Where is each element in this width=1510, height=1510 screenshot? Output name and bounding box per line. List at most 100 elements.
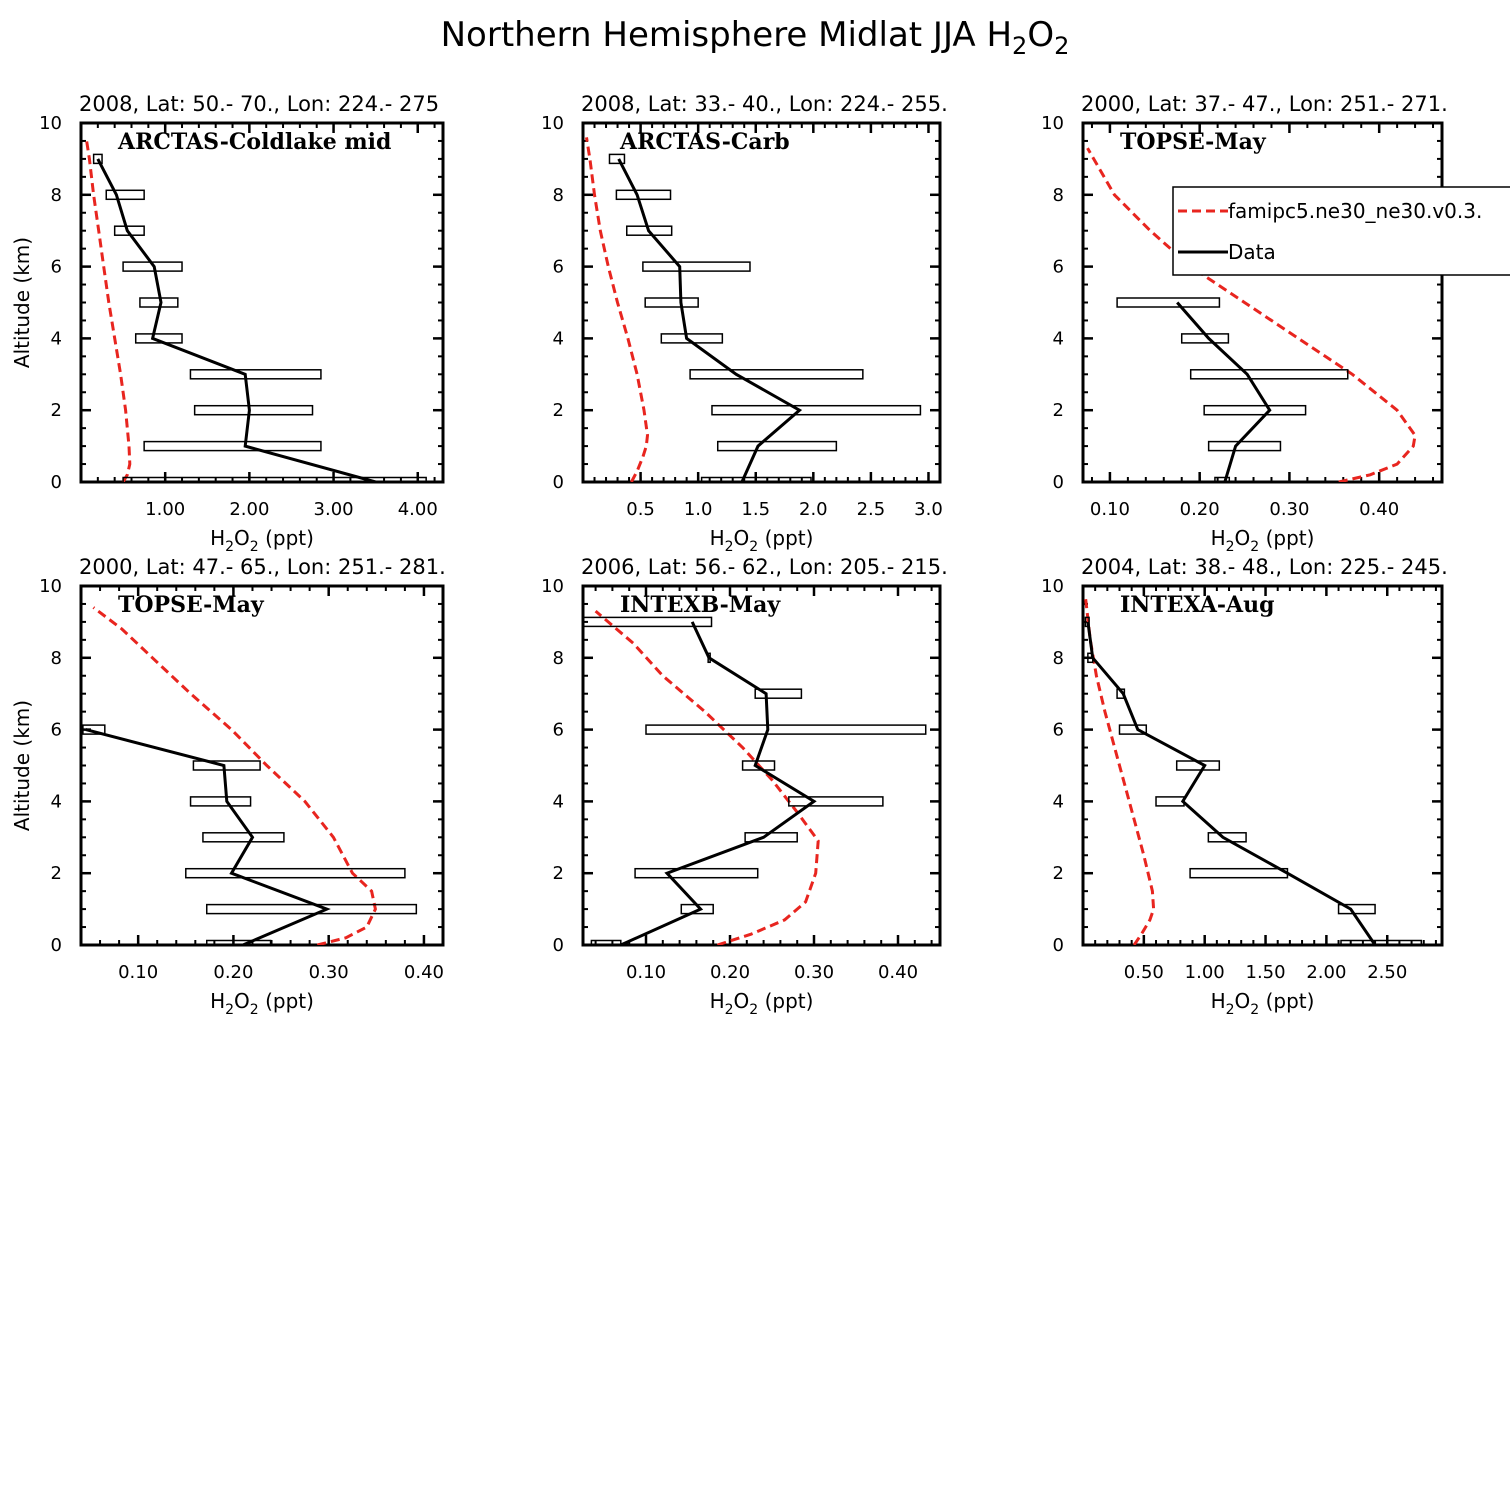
data-range-box	[615, 189, 672, 201]
x-axis-label-part: (ppt)	[259, 989, 314, 1013]
x-axis-label-part: 2	[225, 539, 234, 555]
figure-title-sub1: 2	[1012, 32, 1027, 60]
y-tick-label: 2	[1053, 400, 1064, 421]
figure-title: Northern Hemisphere Midlat JJA H2O2	[441, 15, 1070, 60]
x-axis-label-part: (ppt)	[1259, 526, 1314, 550]
x-axis-label-part: H	[1211, 989, 1226, 1013]
y-tick-label: 10	[541, 113, 564, 134]
panel-header: 2006, Lat: 56.- 62., Lon: 205.- 215.	[581, 555, 948, 579]
x-axis-label-part: 2	[250, 539, 259, 555]
x-axis-label-part: 2	[1226, 539, 1235, 555]
data-range-box	[711, 404, 922, 416]
data-range-box	[185, 867, 406, 879]
y-tick-label: 6	[1053, 720, 1064, 741]
x-axis-label-part: O	[234, 526, 250, 550]
data-range-box	[1155, 796, 1185, 807]
plot-area	[583, 609, 927, 945]
y-tick-label: 4	[1053, 791, 1064, 812]
chart-panel-2: 2008, Lat: 33.- 40., Lon: 224.- 255. 0 2 4 6…	[541, 92, 948, 555]
plot-frame	[1081, 584, 1444, 947]
y-tick-label: 8	[51, 648, 62, 669]
figure-title-main: Northern Hemisphere Midlat JJA H	[441, 15, 1012, 55]
data-series-line	[96, 158, 377, 482]
panel-header: 2008, Lat: 33.- 40., Lon: 224.- 255.	[581, 92, 948, 116]
y-tick-label: 0	[1053, 472, 1064, 493]
x-axis-label-part: O	[734, 989, 750, 1013]
plot-area	[585, 137, 922, 482]
x-axis-label-part: 2	[1226, 1002, 1235, 1018]
data-range-box	[1189, 369, 1349, 380]
y-tick-label: 8	[51, 185, 62, 206]
chart-panel-4: 2000, Lat: 47.- 65., Lon: 251.- 281. 0 2 4 6…	[10, 555, 446, 1018]
data-range-box	[122, 476, 427, 482]
data-range-box	[134, 333, 183, 344]
y-tick-label: 0	[553, 935, 564, 956]
x-tick-label: 0.40	[878, 962, 918, 983]
y-tick-label: 8	[553, 648, 564, 669]
campaign-label: ARCTAS-Coldlake mid	[117, 129, 391, 155]
data-series-line	[1086, 621, 1377, 945]
chart-panel-5: 2006, Lat: 56.- 62., Lon: 205.- 215. 0 2 4 6…	[541, 555, 948, 1018]
x-tick-label: 3.0	[914, 499, 943, 520]
data-range-box	[700, 476, 812, 482]
x-axis-label-part: (ppt)	[1259, 989, 1314, 1013]
x-tick-label: 0.30	[794, 962, 834, 983]
x-tick-label: 0.20	[213, 962, 253, 983]
model-series-line	[92, 606, 377, 945]
x-tick-label: 0.50	[1124, 962, 1164, 983]
y-tick-label: 6	[1053, 257, 1064, 278]
x-tick-label: 0.5	[626, 499, 655, 520]
x-tick-label: 1.5	[741, 499, 770, 520]
y-tick-label: 0	[51, 472, 62, 493]
data-range-box	[583, 616, 713, 628]
x-axis-label-part: 2	[1250, 539, 1259, 555]
data-series-line	[617, 158, 803, 482]
y-tick-label: 0	[553, 472, 564, 493]
panel-header: 2008, Lat: 50.- 70., Lon: 224.- 275	[79, 92, 439, 116]
x-tick-label: 4.00	[398, 499, 438, 520]
legend-model-label: famipc5.ne30_ne30.v0.3.	[1228, 199, 1482, 223]
x-tick-label: 0.10	[626, 962, 666, 983]
data-range-box	[189, 796, 252, 807]
data-range-box	[202, 832, 285, 843]
plot-frame	[581, 121, 942, 484]
y-tick-label: 6	[51, 720, 62, 741]
data-range-box	[143, 440, 322, 452]
x-axis-label-part: O	[1235, 526, 1251, 550]
model-series-line	[84, 137, 132, 482]
data-range-box	[92, 153, 103, 165]
x-axis-label-part: O	[734, 526, 750, 550]
y-tick-label: 2	[553, 400, 564, 421]
campaign-label: TOPSE-May	[1120, 129, 1267, 155]
y-tick-label: 6	[51, 257, 62, 278]
x-axis-label-part: (ppt)	[758, 989, 813, 1013]
y-tick-label: 4	[553, 328, 564, 349]
x-tick-label: 2.00	[229, 499, 269, 520]
x-axis-label-part: (ppt)	[758, 526, 813, 550]
data-range-box	[608, 153, 626, 165]
data-range-box	[193, 404, 314, 416]
data-series-line	[85, 728, 331, 945]
y-tick-label: 2	[51, 400, 62, 421]
data-range-box	[1340, 939, 1423, 945]
plot-area	[82, 606, 418, 945]
panels-group: 2008, Lat: 50.- 70., Lon: 224.- 275 0 2 4 6 8…	[10, 92, 1510, 1018]
y-tick-label: 0	[1053, 935, 1064, 956]
plot-area	[1086, 147, 1417, 482]
x-tick-label: 1.50	[1246, 962, 1286, 983]
data-range-box	[634, 867, 759, 879]
plot-area	[1083, 596, 1423, 945]
x-axis-label-part: 2	[725, 539, 734, 555]
x-axis-label-part: H	[1211, 526, 1226, 550]
campaign-label: INTEXA-Aug	[1120, 592, 1274, 618]
x-tick-label: 2.00	[1306, 962, 1346, 983]
plot-frame	[79, 584, 445, 947]
data-range-box	[644, 297, 699, 308]
x-axis-label-part: 2	[225, 1002, 234, 1018]
y-tick-label: 8	[553, 185, 564, 206]
data-range-box	[1207, 440, 1282, 452]
y-tick-label: 8	[1053, 185, 1064, 206]
data-range-box	[642, 261, 751, 272]
model-series-line	[1083, 596, 1156, 945]
